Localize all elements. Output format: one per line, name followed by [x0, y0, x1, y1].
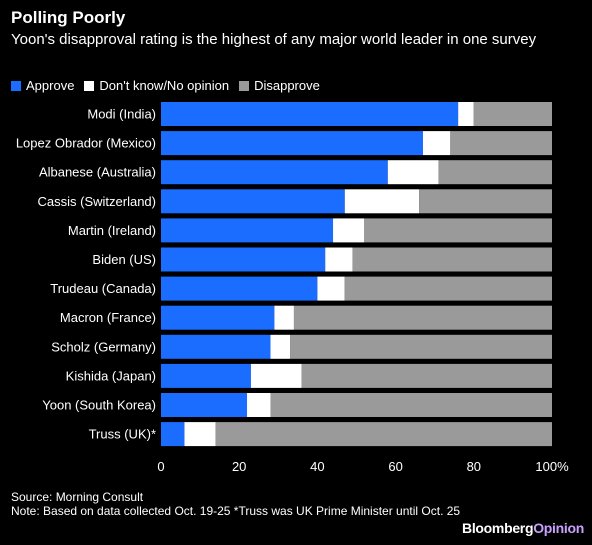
category-label: Scholz (Germany)	[51, 339, 156, 354]
bar-approve	[161, 102, 459, 126]
category-label: Biden (US)	[92, 252, 156, 267]
bar-disapprove	[364, 218, 552, 243]
x-tick-label: 20	[232, 459, 246, 474]
brand-opinion: Opinion	[533, 520, 584, 536]
category-label: Kishida (Japan)	[66, 368, 156, 383]
legend-label-disapprove: Disapprove	[254, 78, 320, 93]
category-label: Martin (Ireland)	[68, 223, 156, 238]
footnote: Note: Based on data collected Oct. 19-25…	[11, 504, 461, 518]
x-tick-label: 100%	[535, 459, 569, 474]
bar-dont-know	[458, 102, 474, 126]
bar-dont-know	[247, 393, 271, 417]
x-tick-label: 60	[388, 459, 402, 474]
bar-dont-know	[387, 160, 439, 185]
stacked-bar-chart: Modi (India) Lopez Obrador (Mexico) Albane…	[16, 102, 569, 474]
source-note: Source: Morning Consult	[11, 490, 144, 504]
legend: Approve Don't know/No opinion Disapprove	[11, 78, 330, 93]
bar-approve	[161, 422, 185, 447]
category-label: Macron (France)	[60, 310, 156, 325]
bar-disapprove	[301, 363, 552, 388]
bar-dont-know	[270, 334, 291, 359]
footer: Source: Morning Consult Note: Based on d…	[11, 490, 481, 518]
x-tick-label: 0	[157, 459, 164, 474]
legend-item-disapprove: Disapprove	[239, 78, 320, 93]
bar-dont-know	[184, 422, 216, 447]
bar-disapprove	[215, 422, 553, 447]
bar-dont-know	[274, 305, 294, 330]
bar-disapprove	[290, 334, 552, 359]
category-label: Yoon (South Korea)	[42, 398, 156, 413]
x-tick-label: 40	[310, 459, 324, 474]
chart-subtitle: Yoon's disapproval rating is the highest…	[11, 31, 537, 48]
brand-bloomberg: Bloomberg	[462, 520, 534, 536]
bar-dont-know	[333, 218, 365, 243]
x-tick-label: 80	[467, 459, 481, 474]
bar-approve	[161, 276, 318, 301]
legend-item-dont-know: Don't know/No opinion	[84, 78, 229, 93]
bar-disapprove	[344, 276, 552, 301]
bar-approve	[161, 247, 326, 272]
bar-approve	[161, 189, 345, 214]
chart-title: Polling Poorly	[11, 8, 126, 27]
bar-approve	[161, 160, 388, 185]
bar-dont-know	[344, 189, 420, 214]
category-label: Albanese (Australia)	[39, 165, 156, 180]
legend-label-dont-know: Don't know/No opinion	[99, 78, 230, 93]
bar-disapprove	[293, 305, 552, 330]
legend-label-approve: Approve	[26, 78, 75, 93]
category-label: Lopez Obrador (Mexico)	[16, 136, 156, 151]
category-label: Trudeau (Canada)	[50, 281, 156, 296]
bloomberg-opinion-logo: BloombergOpinion	[462, 520, 584, 536]
bar-disapprove	[450, 131, 552, 156]
bar-disapprove	[473, 102, 552, 126]
bar-dont-know	[422, 131, 451, 156]
bar-approve	[161, 393, 248, 417]
bar-dont-know	[317, 276, 345, 301]
bar-approve	[161, 305, 275, 330]
bar-disapprove	[419, 189, 552, 214]
legend-item-approve: Approve	[11, 78, 74, 93]
bar-approve	[161, 334, 271, 359]
bar-disapprove	[270, 393, 552, 417]
legend-swatch-dont-know	[84, 80, 95, 91]
legend-swatch-approve	[11, 80, 21, 91]
bar-disapprove	[438, 160, 552, 185]
bar-dont-know	[250, 363, 302, 388]
bar-disapprove	[352, 247, 552, 272]
bar-approve	[161, 131, 423, 156]
legend-swatch-disapprove	[239, 80, 250, 91]
category-label: Cassis (Switzerland)	[38, 194, 156, 209]
category-label: Truss (UK)*	[89, 427, 156, 442]
category-label: Modi (India)	[87, 107, 156, 122]
bar-dont-know	[325, 247, 353, 272]
bar-approve	[161, 363, 251, 388]
bar-approve	[161, 218, 334, 243]
